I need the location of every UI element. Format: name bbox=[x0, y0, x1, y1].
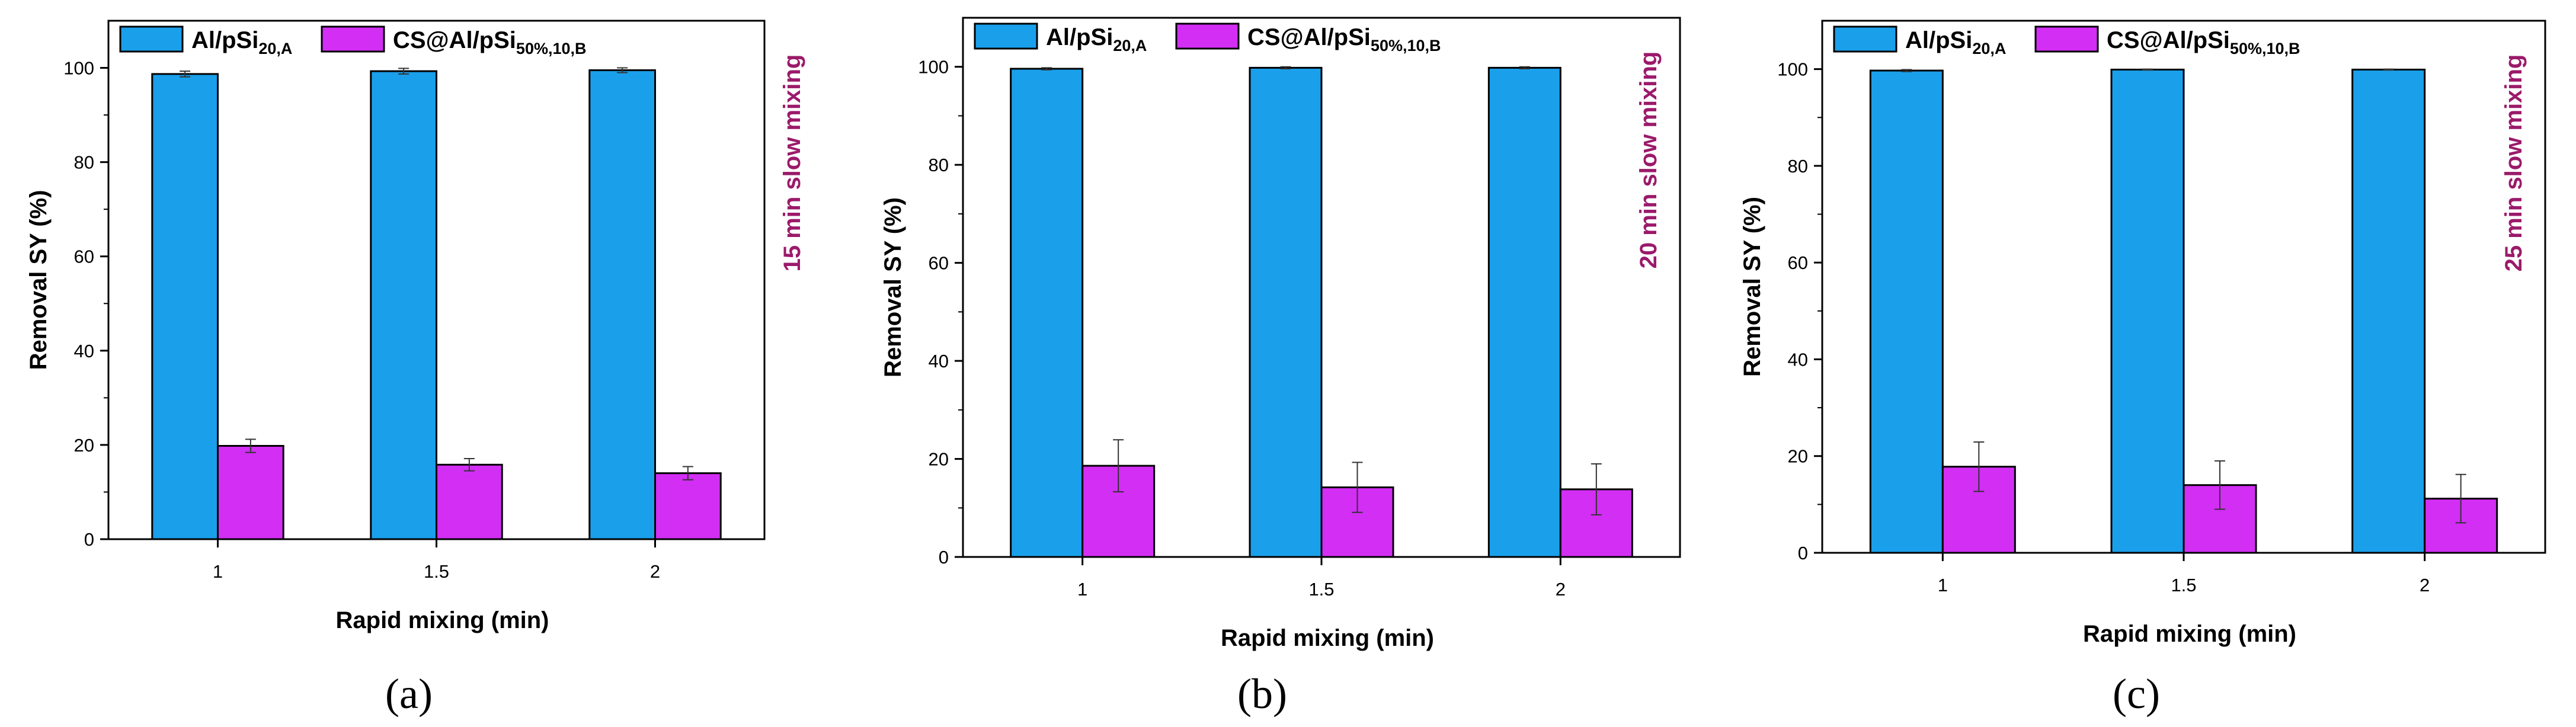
y-tick-label: 40 bbox=[1788, 349, 1808, 370]
y-tick-label: 80 bbox=[929, 155, 949, 175]
legend-swatch-cs-al-psi bbox=[2034, 25, 2099, 53]
y-tick-label: 20 bbox=[74, 435, 94, 456]
y-axis-title: Removal SY (%) bbox=[1739, 197, 1765, 377]
legend-name: CS@Al/pSi bbox=[1247, 24, 1371, 50]
legend-subscript: 50%,10,B bbox=[516, 40, 587, 57]
legend-label-cs-al-psi: CS@Al/pSi50%,10,B bbox=[393, 27, 587, 57]
y-tick-label: 80 bbox=[74, 152, 94, 173]
legend-label-al-psi: Al/pSi20,A bbox=[1905, 27, 2006, 57]
y-tick-label: 100 bbox=[1777, 59, 1808, 80]
bar-al-psi-1 bbox=[151, 73, 219, 540]
legend-name: Al/pSi bbox=[191, 27, 258, 53]
y-tick-label: 0 bbox=[84, 529, 94, 550]
y-tick-label: 0 bbox=[939, 547, 949, 568]
legend-subscript: 50%,10,B bbox=[1371, 37, 1441, 55]
y-tick-label: 40 bbox=[929, 351, 949, 371]
bar-al-psi-1 bbox=[1010, 68, 1084, 558]
panel-label: (a) bbox=[385, 670, 433, 718]
bar-cs-al-psi-1.5 bbox=[436, 463, 503, 540]
legend-label-cs-al-psi: CS@Al/pSi50%,10,B bbox=[1247, 24, 1441, 55]
bar-al-psi-1 bbox=[1869, 69, 1944, 554]
bar-cs-al-psi-1 bbox=[217, 445, 284, 540]
y-tick-label: 0 bbox=[1798, 543, 1808, 563]
legend-name: Al/pSi bbox=[1905, 27, 1972, 53]
legend-name: CS@Al/pSi bbox=[2107, 27, 2230, 53]
bar-al-psi-2 bbox=[2351, 68, 2426, 554]
slow-mixing-annotation: 20 min slow mixing bbox=[1636, 52, 1662, 269]
bar-al-psi-2 bbox=[588, 69, 656, 540]
legend-subscript: 20,A bbox=[258, 40, 292, 57]
legend-swatch-cs-al-psi bbox=[1175, 23, 1240, 50]
slow-mixing-annotation: 25 min slow mixing bbox=[2501, 55, 2527, 272]
y-tick-label: 100 bbox=[918, 57, 949, 78]
bar-cs-al-psi-2 bbox=[654, 472, 722, 540]
x-axis-title: Rapid mixing (min) bbox=[336, 607, 549, 633]
x-tick-label: 1.5 bbox=[1308, 579, 1334, 600]
x-tick-label: 1.5 bbox=[424, 561, 449, 582]
x-tick-label: 1 bbox=[1077, 579, 1087, 600]
legend-name: Al/pSi bbox=[1046, 24, 1113, 50]
legend-swatch-al-psi bbox=[1833, 25, 1897, 53]
legend-swatch-al-psi bbox=[974, 23, 1038, 50]
x-tick-label: 2 bbox=[650, 561, 660, 582]
bar-al-psi-1.5 bbox=[1249, 66, 1323, 558]
legend-name: CS@Al/pSi bbox=[393, 27, 516, 53]
x-tick-label: 1 bbox=[1938, 575, 1948, 595]
y-tick-label: 60 bbox=[929, 253, 949, 274]
chart-panel-2: 0 20 40 60 80 100 1 1.5 2 Rapid mixing (min) Remov… bbox=[880, 17, 1681, 718]
bar-al-psi-1.5 bbox=[370, 70, 437, 540]
y-tick-label: 100 bbox=[63, 58, 94, 79]
bar-al-psi-2 bbox=[1487, 66, 1561, 558]
x-axis-title: Rapid mixing (min) bbox=[2083, 621, 2296, 647]
x-tick-label: 1 bbox=[213, 561, 223, 582]
y-axis-title: Removal SY (%) bbox=[25, 190, 52, 370]
y-tick-label: 60 bbox=[1788, 252, 1808, 273]
panel-label: (b) bbox=[1237, 670, 1287, 718]
legend-swatch-al-psi bbox=[119, 25, 184, 53]
y-tick-label: 20 bbox=[929, 449, 949, 470]
panel-label: (c) bbox=[2113, 670, 2160, 718]
y-tick-label: 60 bbox=[74, 246, 94, 267]
x-tick-label: 2 bbox=[2420, 575, 2430, 595]
slow-mixing-annotation: 15 min slow mixing bbox=[779, 55, 805, 272]
x-tick-label: 1.5 bbox=[2171, 575, 2196, 595]
legend-label-al-psi: Al/pSi20,A bbox=[1046, 24, 1147, 55]
chart-panel-3: 0 20 40 60 80 100 1 1.5 2 Rapid mixing (min) Remov… bbox=[1739, 20, 2546, 718]
y-tick-label: 20 bbox=[1788, 446, 1808, 467]
legend-label-al-psi: Al/pSi20,A bbox=[191, 27, 292, 57]
y-axis-title: Removal SY (%) bbox=[880, 197, 906, 377]
legend-subscript: 50%,10,B bbox=[2230, 40, 2300, 57]
x-tick-label: 2 bbox=[1556, 579, 1566, 600]
chart-panel-1: 0 20 40 60 80 100 1 1.5 2 Rapid mixing (min) Remov… bbox=[25, 20, 805, 718]
legend-subscript: 20,A bbox=[1972, 40, 2006, 57]
legend-label-cs-al-psi: CS@Al/pSi50%,10,B bbox=[2107, 27, 2300, 57]
x-axis-title: Rapid mixing (min) bbox=[1221, 625, 1434, 651]
bar-al-psi-1.5 bbox=[2110, 68, 2185, 554]
y-tick-label: 40 bbox=[74, 341, 94, 361]
y-tick-label: 80 bbox=[1788, 156, 1808, 177]
legend-subscript: 20,A bbox=[1113, 37, 1147, 55]
legend-swatch-cs-al-psi bbox=[321, 25, 385, 53]
